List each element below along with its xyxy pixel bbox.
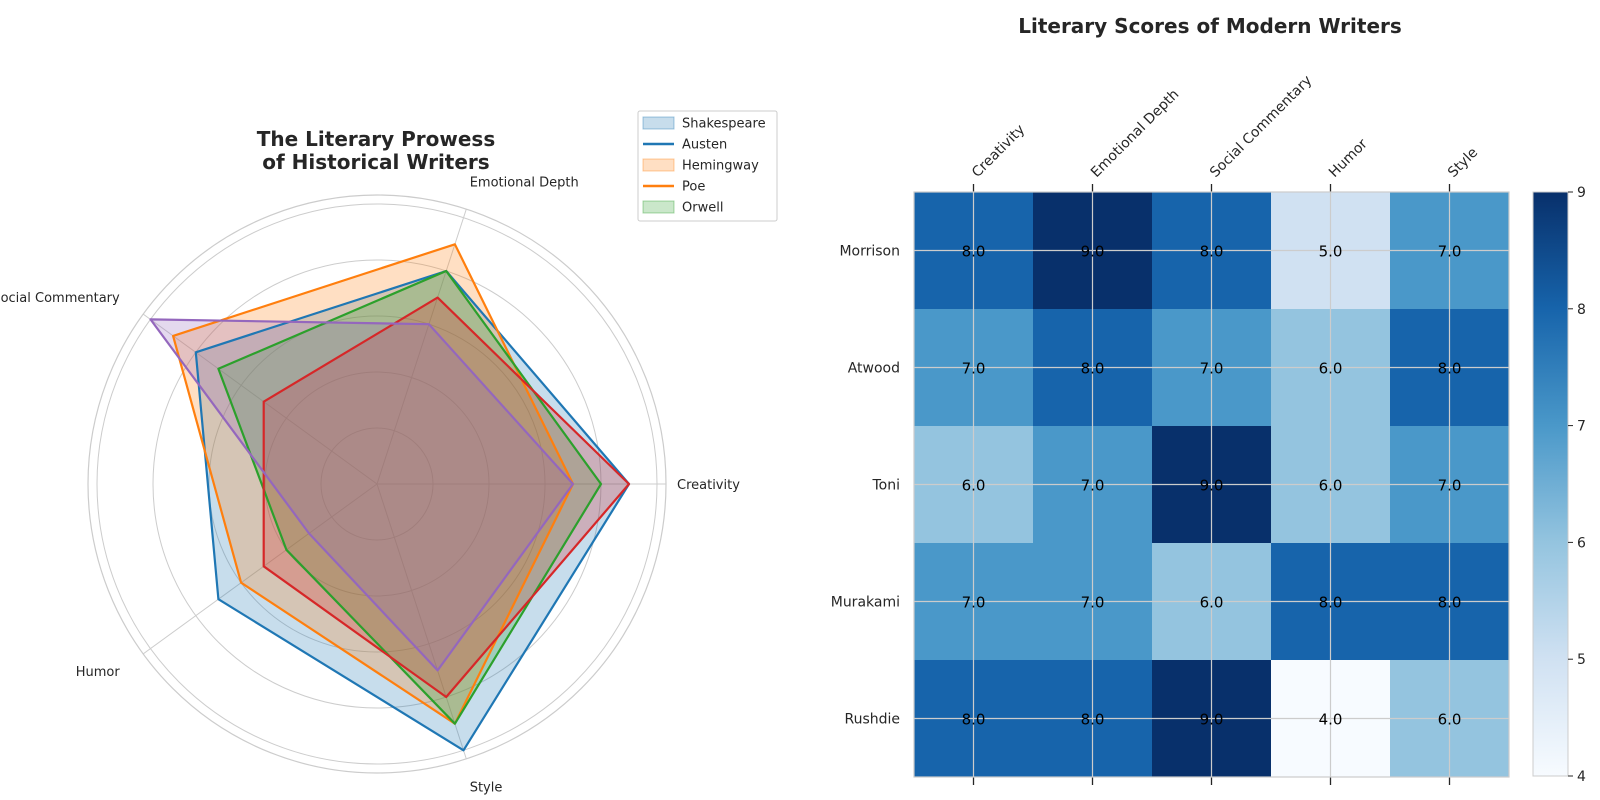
- heatmap-value-label: 7.0: [1200, 360, 1224, 378]
- radar-series-fill: [195, 271, 630, 751]
- radar-axis-label: Social Commentary: [0, 291, 120, 306]
- radar-spoke: [142, 313, 378, 485]
- radar-series-line: [217, 269, 603, 725]
- heatmap-value-label: 7.0: [1438, 243, 1462, 261]
- colorbar-tick-label: 6: [1577, 535, 1586, 551]
- heatmap-value-label: 9.0: [1200, 477, 1224, 495]
- radar-series: [149, 243, 631, 752]
- heatmap-column-label: Emotional Depth: [1088, 86, 1182, 180]
- heatmap-row-label: Murakami: [831, 595, 900, 611]
- heatmap-value-label: 8.0: [962, 711, 986, 729]
- heatmap-value-label: 7.0: [1438, 477, 1462, 495]
- radar-series-fill: [150, 319, 573, 671]
- heatmap-value-label: 7.0: [1081, 594, 1105, 612]
- heatmap-chart: Literary Scores of Modern Writers 8.0 9.0…: [831, 14, 1586, 785]
- heatmap-value-label: 5.0: [1319, 243, 1343, 261]
- heatmap-frame: [913, 191, 1510, 778]
- radar-spoke: [376, 208, 467, 485]
- legend-swatch: [642, 200, 675, 214]
- colorbar-tick-label: 7: [1577, 419, 1586, 435]
- radar-axis-label: Style: [470, 780, 503, 795]
- colorbar-tick-label: 4: [1577, 769, 1586, 785]
- heatmap-row-label: Rushdie: [844, 712, 900, 728]
- radar-axis-label: Humor: [76, 665, 121, 680]
- heatmap-value-label: 6.0: [962, 477, 986, 495]
- radar-chart: The Literary Prowess of Historical Write…: [0, 110, 778, 796]
- radar-series-fill: [173, 244, 573, 724]
- heatmap-value-label: 8.0: [1081, 711, 1105, 729]
- colorbar-tick-label: 8: [1577, 302, 1586, 318]
- heatmap-title: Literary Scores of Modern Writers: [1018, 14, 1402, 38]
- heatmap-column-label: Social Commentary: [1207, 73, 1315, 181]
- heatmap-value-label: 8.0: [1438, 594, 1462, 612]
- heatmap-value-label: 8.0: [1081, 360, 1105, 378]
- heatmap-value-label: 8.0: [1438, 360, 1462, 378]
- heatmap-value-label: 6.0: [1319, 477, 1343, 495]
- heatmap-value-label: 6.0: [1438, 711, 1462, 729]
- heatmap-column-label: Humor: [1326, 136, 1371, 181]
- colorbar-gradient: [1532, 191, 1569, 777]
- heatmap-row-label: Morrison: [839, 244, 900, 260]
- radar-series-line: [172, 243, 575, 725]
- heatmap-value-label: 8.0: [962, 243, 986, 261]
- heatmap-value-label: 6.0: [1200, 594, 1224, 612]
- radar-series-line: [194, 269, 631, 752]
- heatmap-value-label: 8.0: [1200, 243, 1224, 261]
- radar-series-line: [262, 296, 631, 699]
- radar-axis-labels: Creativity Emotional Depth Social Commenta…: [0, 176, 740, 796]
- heatmap-row-label: Toni: [871, 478, 900, 494]
- legend-label: Hemingway: [682, 159, 759, 174]
- legend-label: Poe: [682, 180, 705, 195]
- heatmap-row-label: Atwood: [848, 361, 900, 377]
- legend-label: Orwell: [682, 201, 723, 216]
- radar-axis-label: Emotional Depth: [470, 176, 579, 191]
- radar-title-line-2: of Historical Writers: [262, 150, 489, 174]
- radar-spoke: [376, 483, 467, 760]
- radar-legend: Shakespeare Austen Hemingway Poe Orwell: [637, 110, 778, 222]
- colorbar-tick-label: 9: [1577, 185, 1586, 201]
- heatmap-column-labels: Creativity Emotional Depth Social Commenta…: [969, 73, 1481, 181]
- heatmap-value-label: 7.0: [962, 594, 986, 612]
- heatmap-column-label: Style: [1445, 145, 1481, 181]
- radar-spoke: [142, 483, 378, 655]
- radar-series-line: [149, 318, 575, 672]
- legend-label: Austen: [682, 138, 727, 153]
- heatmap-grid: [913, 184, 1510, 785]
- heatmap-value-label: 8.0: [1319, 594, 1343, 612]
- heatmap-colorbar: 4 5 6 7 8 9: [1532, 185, 1586, 785]
- heatmap-value-label: 4.0: [1319, 711, 1343, 729]
- legend-swatch: [642, 158, 675, 172]
- colorbar-tick-label: 5: [1577, 652, 1586, 668]
- heatmap-value-label: 9.0: [1200, 711, 1224, 729]
- radar-series-fill: [218, 271, 601, 724]
- heatmap-column-label: Creativity: [969, 122, 1028, 181]
- heatmap-value-label: 9.0: [1081, 243, 1105, 261]
- legend-label: Shakespeare: [682, 117, 766, 132]
- legend-frame: [637, 110, 778, 222]
- heatmap-value-label: 7.0: [962, 360, 986, 378]
- legend-swatch: [642, 116, 675, 130]
- heatmap-value-labels: 8.0 9.0 8.0 5.0 7.0 7.0 8.0 7.0 6.0 8.0 6.0 7.0 9.0 6…: [962, 243, 1462, 729]
- heatmap-value-label: 7.0: [1081, 477, 1105, 495]
- colorbar-ticks: 4 5 6 7 8 9: [1568, 185, 1586, 785]
- radar-title-line-1: The Literary Prowess: [257, 127, 495, 151]
- radar-axis-label: Creativity: [677, 478, 740, 493]
- heatmap-value-label: 6.0: [1319, 360, 1343, 378]
- heatmap-row-labels: Morrison Atwood Toni Murakami Rushdie: [831, 244, 900, 728]
